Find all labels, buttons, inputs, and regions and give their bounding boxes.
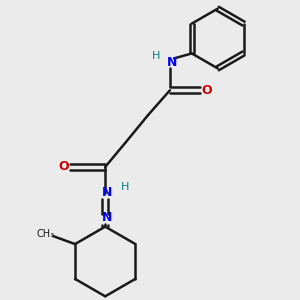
Text: O: O <box>201 84 212 97</box>
Text: N: N <box>102 186 112 199</box>
Text: N: N <box>167 56 177 69</box>
Text: CH₃: CH₃ <box>36 229 54 239</box>
Text: N: N <box>102 211 112 224</box>
Text: O: O <box>58 160 69 173</box>
Text: H: H <box>121 182 129 192</box>
Text: H: H <box>152 51 160 62</box>
